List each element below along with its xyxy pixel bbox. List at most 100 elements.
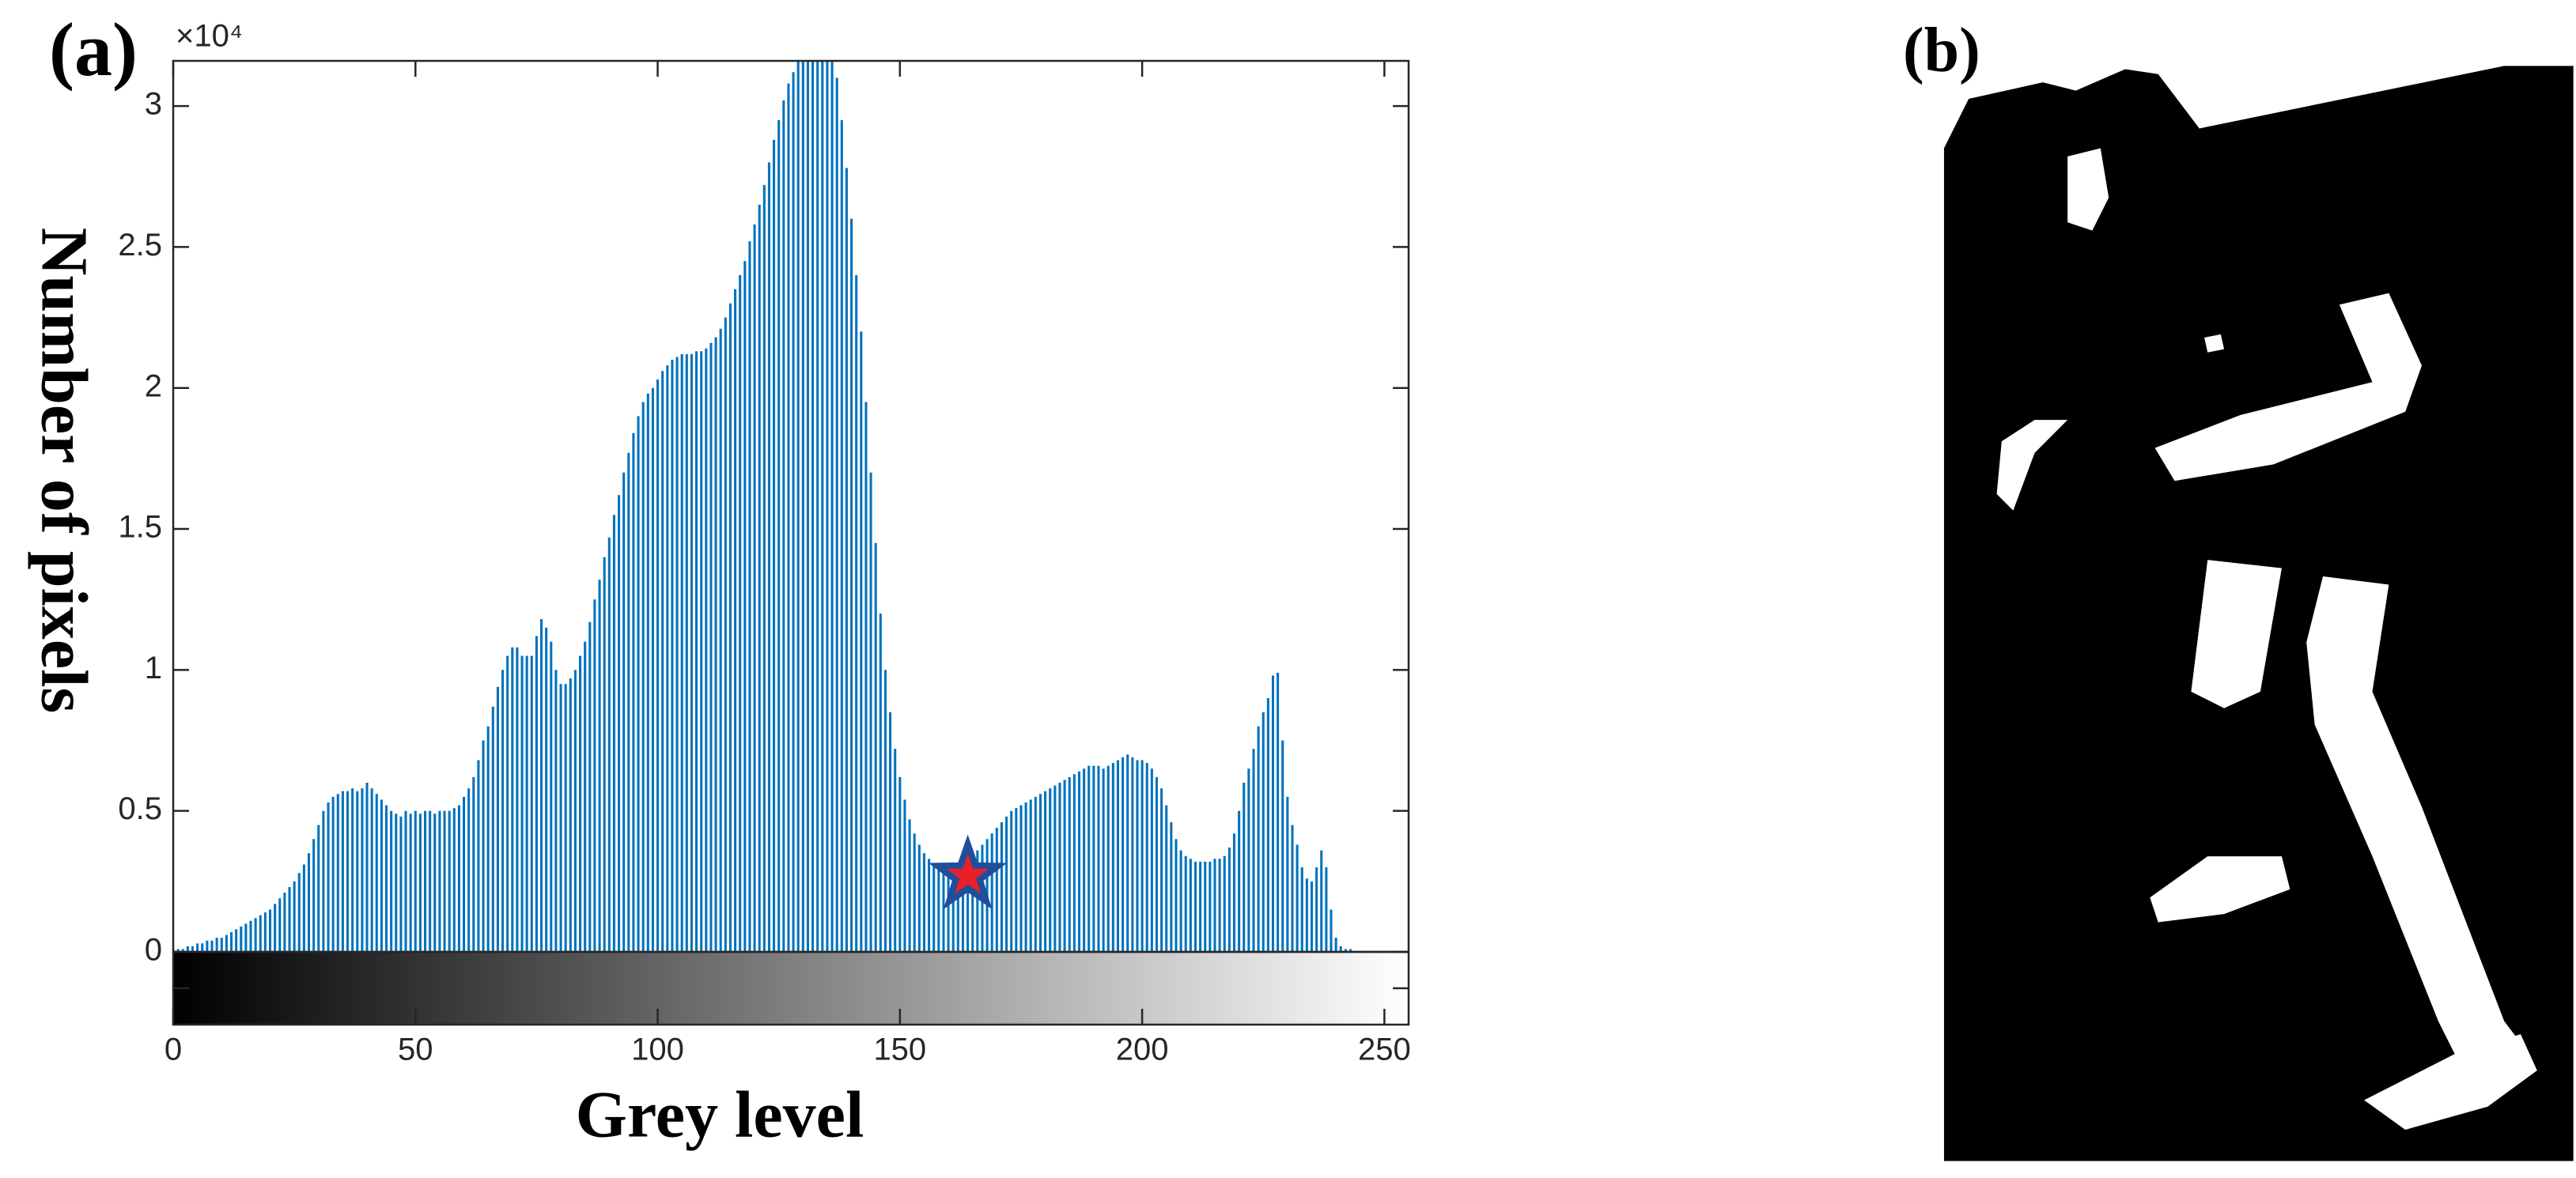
grey-colorbar — [173, 952, 1409, 1025]
bar — [1330, 909, 1333, 952]
bar — [705, 348, 708, 952]
bar — [1266, 698, 1269, 952]
bar — [1349, 949, 1352, 952]
bar — [545, 627, 548, 952]
bar — [739, 275, 742, 952]
bar — [1005, 816, 1008, 952]
bar — [1000, 821, 1003, 952]
bar — [1058, 783, 1061, 952]
bar — [525, 655, 528, 952]
bar — [191, 946, 195, 952]
y-tick-label: 0 — [145, 933, 162, 968]
bar — [375, 794, 378, 952]
y-tick-label: 0.5 — [118, 791, 162, 826]
bar — [554, 670, 558, 952]
bar — [990, 833, 993, 952]
x-tick-label: 150 — [873, 1033, 926, 1067]
bar — [1150, 768, 1153, 952]
bar — [1175, 839, 1178, 952]
x-axis-label: Grey level — [576, 1078, 864, 1151]
bar — [336, 794, 339, 952]
bar — [274, 904, 277, 952]
bar — [317, 825, 320, 952]
bar — [700, 351, 703, 952]
bar — [288, 886, 291, 952]
bar — [196, 943, 199, 952]
bar — [1281, 740, 1284, 952]
bar — [210, 940, 214, 952]
bar — [1170, 821, 1173, 952]
bar — [414, 810, 417, 952]
bar — [1238, 810, 1241, 952]
bar — [1286, 796, 1289, 952]
bar — [452, 808, 456, 952]
bar — [1310, 881, 1314, 952]
bar — [1232, 833, 1236, 952]
bar — [675, 357, 679, 952]
bar — [1092, 765, 1095, 952]
bar — [229, 932, 233, 952]
bar — [356, 791, 359, 952]
bar — [201, 943, 204, 952]
bar — [1111, 763, 1114, 952]
bar — [1334, 938, 1337, 952]
bar — [467, 788, 471, 952]
bar — [612, 515, 615, 952]
bar — [743, 261, 747, 952]
bar — [777, 119, 781, 952]
bar — [840, 119, 843, 952]
bar — [486, 726, 490, 952]
y-tick-label: 2.5 — [118, 228, 162, 262]
bar — [530, 655, 533, 952]
bar — [1291, 825, 1294, 952]
bars — [173, 61, 1352, 952]
bar — [753, 224, 756, 952]
bar — [550, 641, 553, 952]
bar — [622, 472, 626, 952]
bar — [1063, 780, 1066, 952]
bar — [365, 783, 369, 952]
bar — [477, 760, 480, 952]
y-tick-label: 3 — [145, 87, 162, 122]
bar — [1072, 774, 1076, 952]
bar — [767, 162, 770, 952]
bar — [1179, 850, 1182, 952]
axes-frame — [172, 59, 1410, 953]
bar — [1102, 768, 1105, 952]
bar — [661, 371, 664, 952]
bar — [966, 861, 970, 952]
bar — [176, 949, 180, 952]
bar — [506, 655, 509, 952]
bar — [511, 647, 514, 952]
bar — [240, 926, 243, 952]
bar — [278, 898, 282, 952]
bar — [1106, 765, 1110, 952]
bar — [641, 402, 645, 952]
bar — [1227, 848, 1231, 952]
bar — [302, 864, 305, 952]
bar — [734, 289, 737, 952]
bar — [879, 614, 882, 952]
y-tick-label: 1.5 — [118, 510, 162, 545]
bar — [1247, 768, 1250, 952]
bar — [646, 393, 649, 952]
bar — [1116, 760, 1120, 952]
bar — [433, 814, 437, 952]
bar — [850, 218, 853, 952]
bar — [607, 537, 611, 952]
bar — [438, 810, 441, 952]
bar — [501, 670, 505, 952]
bar — [1305, 878, 1308, 952]
bar — [762, 184, 766, 952]
bar — [1145, 763, 1148, 952]
bar — [874, 542, 877, 952]
bar — [1344, 949, 1347, 952]
bar — [380, 799, 383, 952]
bar — [947, 873, 950, 952]
bar — [1339, 946, 1342, 952]
panel-label: (a) — [49, 7, 138, 92]
bar — [327, 802, 330, 952]
bar — [384, 805, 388, 952]
bar — [869, 472, 872, 952]
bar — [346, 791, 350, 952]
